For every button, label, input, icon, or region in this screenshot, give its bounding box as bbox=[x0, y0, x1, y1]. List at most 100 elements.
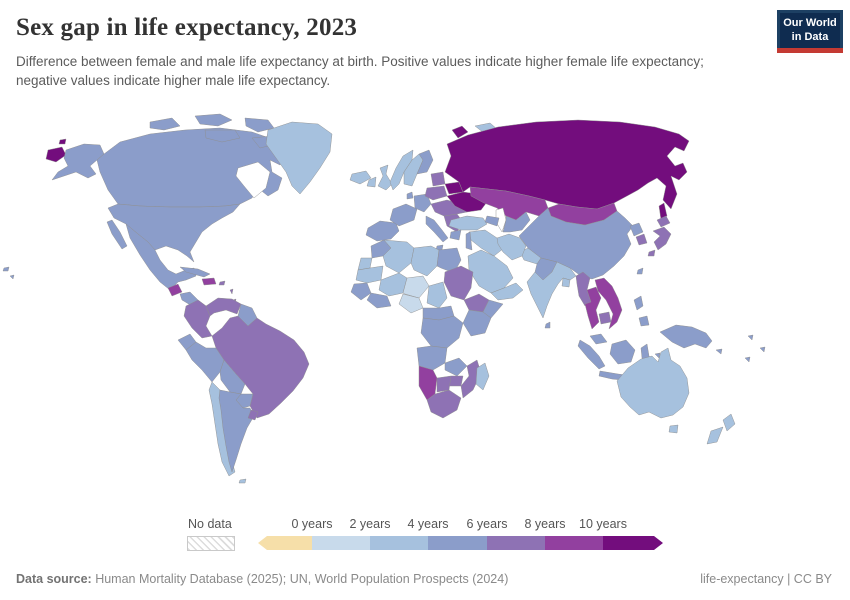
region-laos-vietnam[interactable] bbox=[594, 277, 623, 330]
region-zimbabwe[interactable] bbox=[448, 375, 464, 387]
region-guatemala[interactable] bbox=[167, 283, 183, 297]
region-poland[interactable] bbox=[424, 185, 448, 201]
region-italy[interactable] bbox=[425, 215, 449, 243]
owid-logo[interactable]: Our World in Data bbox=[777, 10, 843, 53]
region-finland[interactable] bbox=[416, 149, 434, 175]
region-denmark[interactable] bbox=[406, 191, 414, 200]
region-greece[interactable] bbox=[449, 229, 462, 241]
hudson-bay bbox=[235, 161, 271, 199]
region-philippines[interactable] bbox=[638, 315, 650, 327]
region-new-zealand[interactable] bbox=[722, 413, 736, 432]
region-uk[interactable] bbox=[377, 164, 393, 191]
region-solomons[interactable] bbox=[715, 348, 723, 355]
region-alaska[interactable] bbox=[51, 143, 105, 181]
region-zambia[interactable] bbox=[444, 357, 468, 377]
region-ivory-ghana[interactable] bbox=[366, 292, 392, 309]
region-botswana[interactable] bbox=[436, 375, 452, 393]
region-iceland[interactable] bbox=[349, 170, 372, 185]
legend-bin-0-2[interactable] bbox=[312, 536, 370, 550]
region-turkey[interactable] bbox=[448, 215, 488, 231]
legend-bin-6-8[interactable] bbox=[487, 536, 545, 550]
region-puerto-rico[interactable] bbox=[218, 280, 226, 286]
region-philippines[interactable] bbox=[633, 295, 644, 311]
region-arctic-islands[interactable] bbox=[244, 117, 275, 133]
no-data-swatch[interactable] bbox=[187, 536, 235, 551]
legend-bin-2-4[interactable] bbox=[370, 536, 428, 550]
region-iberia[interactable] bbox=[365, 220, 400, 242]
region-saudi-arabia[interactable] bbox=[467, 249, 514, 294]
data-source-label: Data source: bbox=[16, 572, 92, 586]
region-baja[interactable] bbox=[106, 219, 128, 250]
region-uzbek-turkmen[interactable] bbox=[502, 211, 531, 233]
region-malaysia[interactable] bbox=[589, 333, 608, 345]
region-angola[interactable] bbox=[416, 345, 448, 371]
region-bangladesh[interactable] bbox=[561, 277, 571, 288]
region-novaya-zemlya[interactable] bbox=[451, 125, 469, 139]
region-nigeria[interactable] bbox=[398, 293, 424, 314]
region-germany-central[interactable] bbox=[413, 193, 432, 213]
legend-bin-gt10[interactable] bbox=[603, 536, 663, 550]
region-arctic-islands[interactable] bbox=[194, 113, 233, 127]
region-mozambique[interactable] bbox=[460, 359, 482, 399]
region-france[interactable] bbox=[389, 203, 418, 227]
region-north-korea[interactable] bbox=[629, 222, 644, 237]
region-arctic-islands[interactable] bbox=[204, 129, 241, 143]
region-south-africa[interactable] bbox=[426, 389, 462, 419]
region-mali[interactable] bbox=[378, 272, 408, 297]
region-sudan[interactable] bbox=[443, 265, 474, 301]
region-venezuela[interactable] bbox=[205, 297, 242, 317]
region-japan[interactable] bbox=[647, 249, 656, 257]
region-sumatra[interactable] bbox=[577, 339, 606, 370]
region-caucasus[interactable] bbox=[484, 215, 500, 227]
region-hawaii[interactable] bbox=[9, 274, 15, 280]
region-taiwan[interactable] bbox=[636, 267, 644, 275]
region-baltics[interactable] bbox=[430, 171, 446, 187]
region-chad[interactable] bbox=[426, 281, 448, 309]
legend-bin-8-10[interactable] bbox=[545, 536, 603, 550]
region-niger[interactable] bbox=[402, 275, 430, 299]
license-link[interactable]: life-expectancy | CC BY bbox=[700, 572, 832, 586]
region-new-zealand[interactable] bbox=[706, 426, 724, 445]
region-argentina[interactable] bbox=[218, 389, 255, 473]
region-maluku[interactable] bbox=[654, 352, 661, 359]
legend-bin-lt0[interactable] bbox=[258, 536, 312, 550]
region-south-korea[interactable] bbox=[635, 233, 648, 246]
region-cuba[interactable] bbox=[179, 266, 211, 278]
region-pacific-islands[interactable] bbox=[747, 334, 754, 341]
region-libya[interactable] bbox=[410, 245, 440, 277]
region-wrangel[interactable] bbox=[58, 138, 67, 145]
region-ireland[interactable] bbox=[366, 176, 377, 188]
region-myanmar[interactable] bbox=[575, 271, 592, 307]
region-hispaniola[interactable] bbox=[201, 277, 217, 286]
region-greenland[interactable] bbox=[265, 121, 333, 195]
region-chukotka-west[interactable] bbox=[45, 146, 67, 163]
region-tasmania[interactable] bbox=[668, 424, 679, 434]
region-falkland[interactable] bbox=[238, 478, 247, 484]
region-kazakhstan[interactable] bbox=[469, 186, 549, 221]
region-levant[interactable] bbox=[465, 231, 473, 251]
region-iran[interactable] bbox=[496, 233, 527, 261]
region-thailand[interactable] bbox=[584, 286, 602, 330]
region-sakhalin[interactable] bbox=[658, 202, 668, 221]
region-japan[interactable] bbox=[656, 215, 671, 228]
region-australia[interactable] bbox=[616, 347, 690, 419]
region-japan[interactable] bbox=[652, 226, 672, 251]
region-borneo[interactable] bbox=[609, 339, 636, 365]
region-new-guinea[interactable] bbox=[659, 324, 713, 349]
region-cambodia[interactable] bbox=[598, 311, 612, 325]
region-pacific-islands[interactable] bbox=[744, 356, 751, 363]
region-drc[interactable] bbox=[420, 315, 464, 349]
region-yemen-oman[interactable] bbox=[490, 282, 524, 301]
region-colombia[interactable] bbox=[183, 299, 213, 339]
region-syria-iraq[interactable] bbox=[468, 229, 505, 257]
region-uruguay[interactable] bbox=[247, 409, 259, 421]
region-pacific-islands[interactable] bbox=[759, 346, 766, 353]
region-arctic-islands[interactable] bbox=[149, 117, 181, 131]
region-madagascar[interactable] bbox=[475, 362, 490, 391]
region-india[interactable] bbox=[526, 261, 577, 319]
region-sri-lanka[interactable] bbox=[544, 321, 551, 329]
region-senegal-guinea[interactable] bbox=[350, 282, 372, 301]
region-usa[interactable] bbox=[107, 203, 241, 263]
legend-bin-4-6[interactable] bbox=[428, 536, 487, 550]
region-hawaii[interactable] bbox=[2, 266, 10, 272]
